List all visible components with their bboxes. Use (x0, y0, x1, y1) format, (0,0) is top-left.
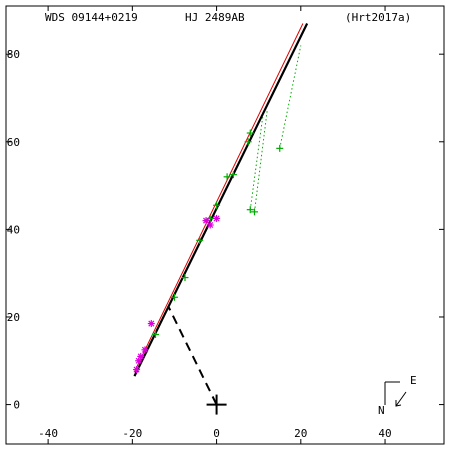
primary-star (206, 394, 227, 415)
x-tick-label: -40 (38, 427, 58, 440)
motion-arrow-head (395, 400, 402, 407)
micrometry-point (246, 129, 254, 137)
micrometry-point (196, 236, 204, 244)
compass-north-label: N (378, 404, 385, 417)
speckle-point-d2 (203, 217, 210, 224)
speckle-point (202, 217, 210, 225)
x-tick-label: 20 (294, 427, 307, 440)
fit-orbit-line (133, 23, 309, 377)
y-tick-label: 0 (13, 399, 20, 412)
speckle-point (213, 214, 221, 222)
speckle-point (206, 221, 214, 229)
micrometry-point (223, 173, 231, 181)
motion-arrow-shaft (395, 391, 407, 407)
micrometry-point (250, 208, 258, 216)
speckle-point-d2 (207, 221, 214, 229)
y-tick-label: 60 (7, 136, 20, 149)
residual-line (253, 111, 268, 212)
speckle-point (147, 320, 155, 328)
compass-east-label: E (410, 374, 417, 387)
micrometry-point (170, 293, 178, 301)
line-of-nodes (167, 305, 218, 406)
micrometry-point (246, 206, 254, 214)
x-tick-label: -20 (122, 427, 142, 440)
speckle-point-d2 (133, 366, 140, 373)
axes: -40 -20 0 20 40 0 20 40 60 80 (6, 6, 444, 444)
micrometry-point (152, 331, 160, 338)
speckle-point-d2 (137, 353, 144, 360)
speckle-point-d2 (213, 215, 220, 222)
y-tick-label: 20 (7, 311, 20, 324)
micrometry-point (276, 144, 284, 152)
header-reference: (Hrt2017a) (345, 11, 411, 24)
speckle-point-d2 (148, 320, 155, 327)
chart-marks (133, 23, 309, 415)
micrometry-point (213, 201, 221, 209)
residual-line (279, 45, 302, 149)
speckle-point (133, 366, 141, 374)
header-wds-id: WDS 09144+0219 (45, 11, 138, 24)
speckle-point (141, 346, 149, 354)
speckle-point-d2 (141, 346, 149, 353)
header-discoverer: HJ 2489AB (185, 11, 245, 24)
plot-frame (5, 5, 445, 445)
compass: E N (378, 374, 417, 417)
y-tick-label: 40 (7, 223, 20, 236)
x-tick-label: 40 (378, 427, 391, 440)
speckle-point (137, 352, 145, 360)
alt-orbit-line (134, 23, 304, 372)
micrometry-point (181, 274, 189, 282)
micrometry-point (244, 138, 252, 146)
micrometry-point (229, 171, 237, 179)
x-tick-label: 0 (213, 427, 220, 440)
y-tick-label: 80 (7, 48, 20, 61)
